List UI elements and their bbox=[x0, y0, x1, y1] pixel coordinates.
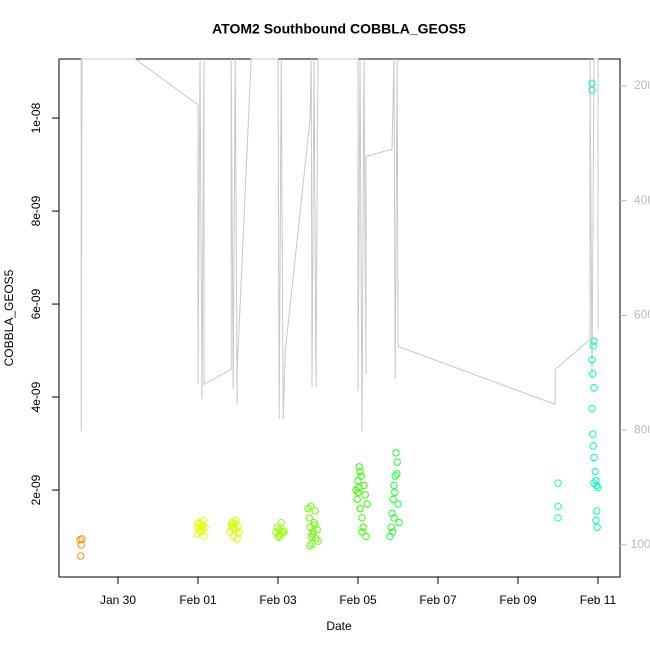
point bbox=[592, 516, 600, 524]
point bbox=[305, 514, 313, 522]
y2-tick-label: 200 bbox=[634, 78, 650, 92]
x-tick-label: Feb 07 bbox=[419, 593, 457, 607]
point bbox=[231, 516, 239, 524]
point bbox=[357, 472, 365, 480]
point bbox=[314, 537, 322, 545]
point bbox=[554, 479, 562, 487]
point bbox=[77, 541, 85, 549]
point bbox=[588, 86, 596, 94]
point bbox=[228, 524, 237, 532]
point bbox=[361, 490, 369, 499]
point bbox=[230, 523, 238, 531]
point bbox=[589, 370, 597, 378]
point bbox=[353, 495, 361, 504]
point bbox=[229, 532, 237, 541]
y2-tick-label: 400 bbox=[634, 193, 650, 207]
point bbox=[391, 472, 399, 480]
point bbox=[554, 514, 562, 522]
point bbox=[277, 518, 285, 527]
point bbox=[274, 532, 282, 541]
point bbox=[355, 484, 363, 492]
point bbox=[554, 502, 562, 511]
point bbox=[358, 528, 366, 536]
point bbox=[231, 519, 239, 528]
point bbox=[356, 504, 364, 513]
point bbox=[356, 467, 364, 476]
point bbox=[199, 522, 207, 531]
point bbox=[280, 527, 288, 535]
x-tick-label: Jan 30 bbox=[100, 593, 136, 607]
point bbox=[387, 523, 395, 531]
y-tick-label: 2e-09 bbox=[29, 474, 43, 505]
x-tick-label: Feb 09 bbox=[499, 593, 537, 607]
point bbox=[391, 488, 399, 497]
x-tick-label: Feb 03 bbox=[259, 593, 297, 607]
y-tick-label: 6e-09 bbox=[29, 288, 43, 319]
point bbox=[593, 523, 601, 531]
point bbox=[77, 552, 85, 560]
point bbox=[358, 514, 366, 522]
point bbox=[363, 500, 371, 508]
point bbox=[307, 532, 315, 541]
point bbox=[388, 509, 396, 517]
y-axis-label: COBBLA_GEOS5 bbox=[2, 269, 16, 366]
point bbox=[311, 521, 319, 529]
point bbox=[394, 500, 402, 508]
point bbox=[355, 463, 363, 471]
x-tick-label: Feb 01 bbox=[179, 593, 217, 607]
pressure-line bbox=[80, 58, 599, 432]
point bbox=[389, 528, 397, 536]
x-tick-label: Feb 11 bbox=[580, 593, 617, 607]
y2-tick-label: 600 bbox=[634, 308, 650, 322]
point bbox=[589, 342, 597, 350]
point bbox=[311, 507, 319, 515]
point bbox=[307, 502, 315, 511]
point bbox=[359, 523, 367, 531]
y2-tick-label: 1000 bbox=[631, 537, 650, 551]
point bbox=[590, 384, 598, 392]
y2-tick-label: 800 bbox=[634, 422, 650, 436]
point bbox=[390, 481, 398, 490]
x-tick-label: Feb 05 bbox=[339, 593, 377, 607]
y-tick-label: 4e-09 bbox=[29, 381, 43, 412]
point bbox=[393, 458, 401, 466]
point bbox=[393, 470, 401, 478]
point bbox=[588, 356, 596, 364]
point bbox=[275, 533, 283, 542]
point bbox=[590, 453, 598, 462]
point bbox=[389, 495, 397, 504]
point bbox=[273, 523, 281, 531]
point bbox=[395, 518, 403, 527]
point bbox=[200, 532, 208, 541]
x-axis-label: Date bbox=[326, 619, 352, 633]
point bbox=[589, 442, 597, 450]
point bbox=[354, 488, 362, 497]
y-tick-label: 1e-08 bbox=[29, 102, 43, 133]
y-tick-label: 8e-09 bbox=[29, 195, 43, 226]
point bbox=[594, 484, 602, 492]
chart-title: ATOM2 Southbound COBBLA_GEOS5 bbox=[212, 21, 466, 37]
point bbox=[306, 542, 314, 550]
point bbox=[392, 449, 400, 457]
point bbox=[588, 79, 596, 87]
point bbox=[589, 430, 597, 438]
point bbox=[590, 337, 598, 345]
point bbox=[390, 514, 398, 522]
point bbox=[591, 467, 599, 476]
point bbox=[592, 477, 600, 485]
point bbox=[362, 532, 370, 541]
point bbox=[309, 530, 317, 538]
point bbox=[588, 404, 596, 413]
point bbox=[235, 529, 243, 537]
point bbox=[593, 507, 601, 515]
point bbox=[313, 525, 321, 534]
